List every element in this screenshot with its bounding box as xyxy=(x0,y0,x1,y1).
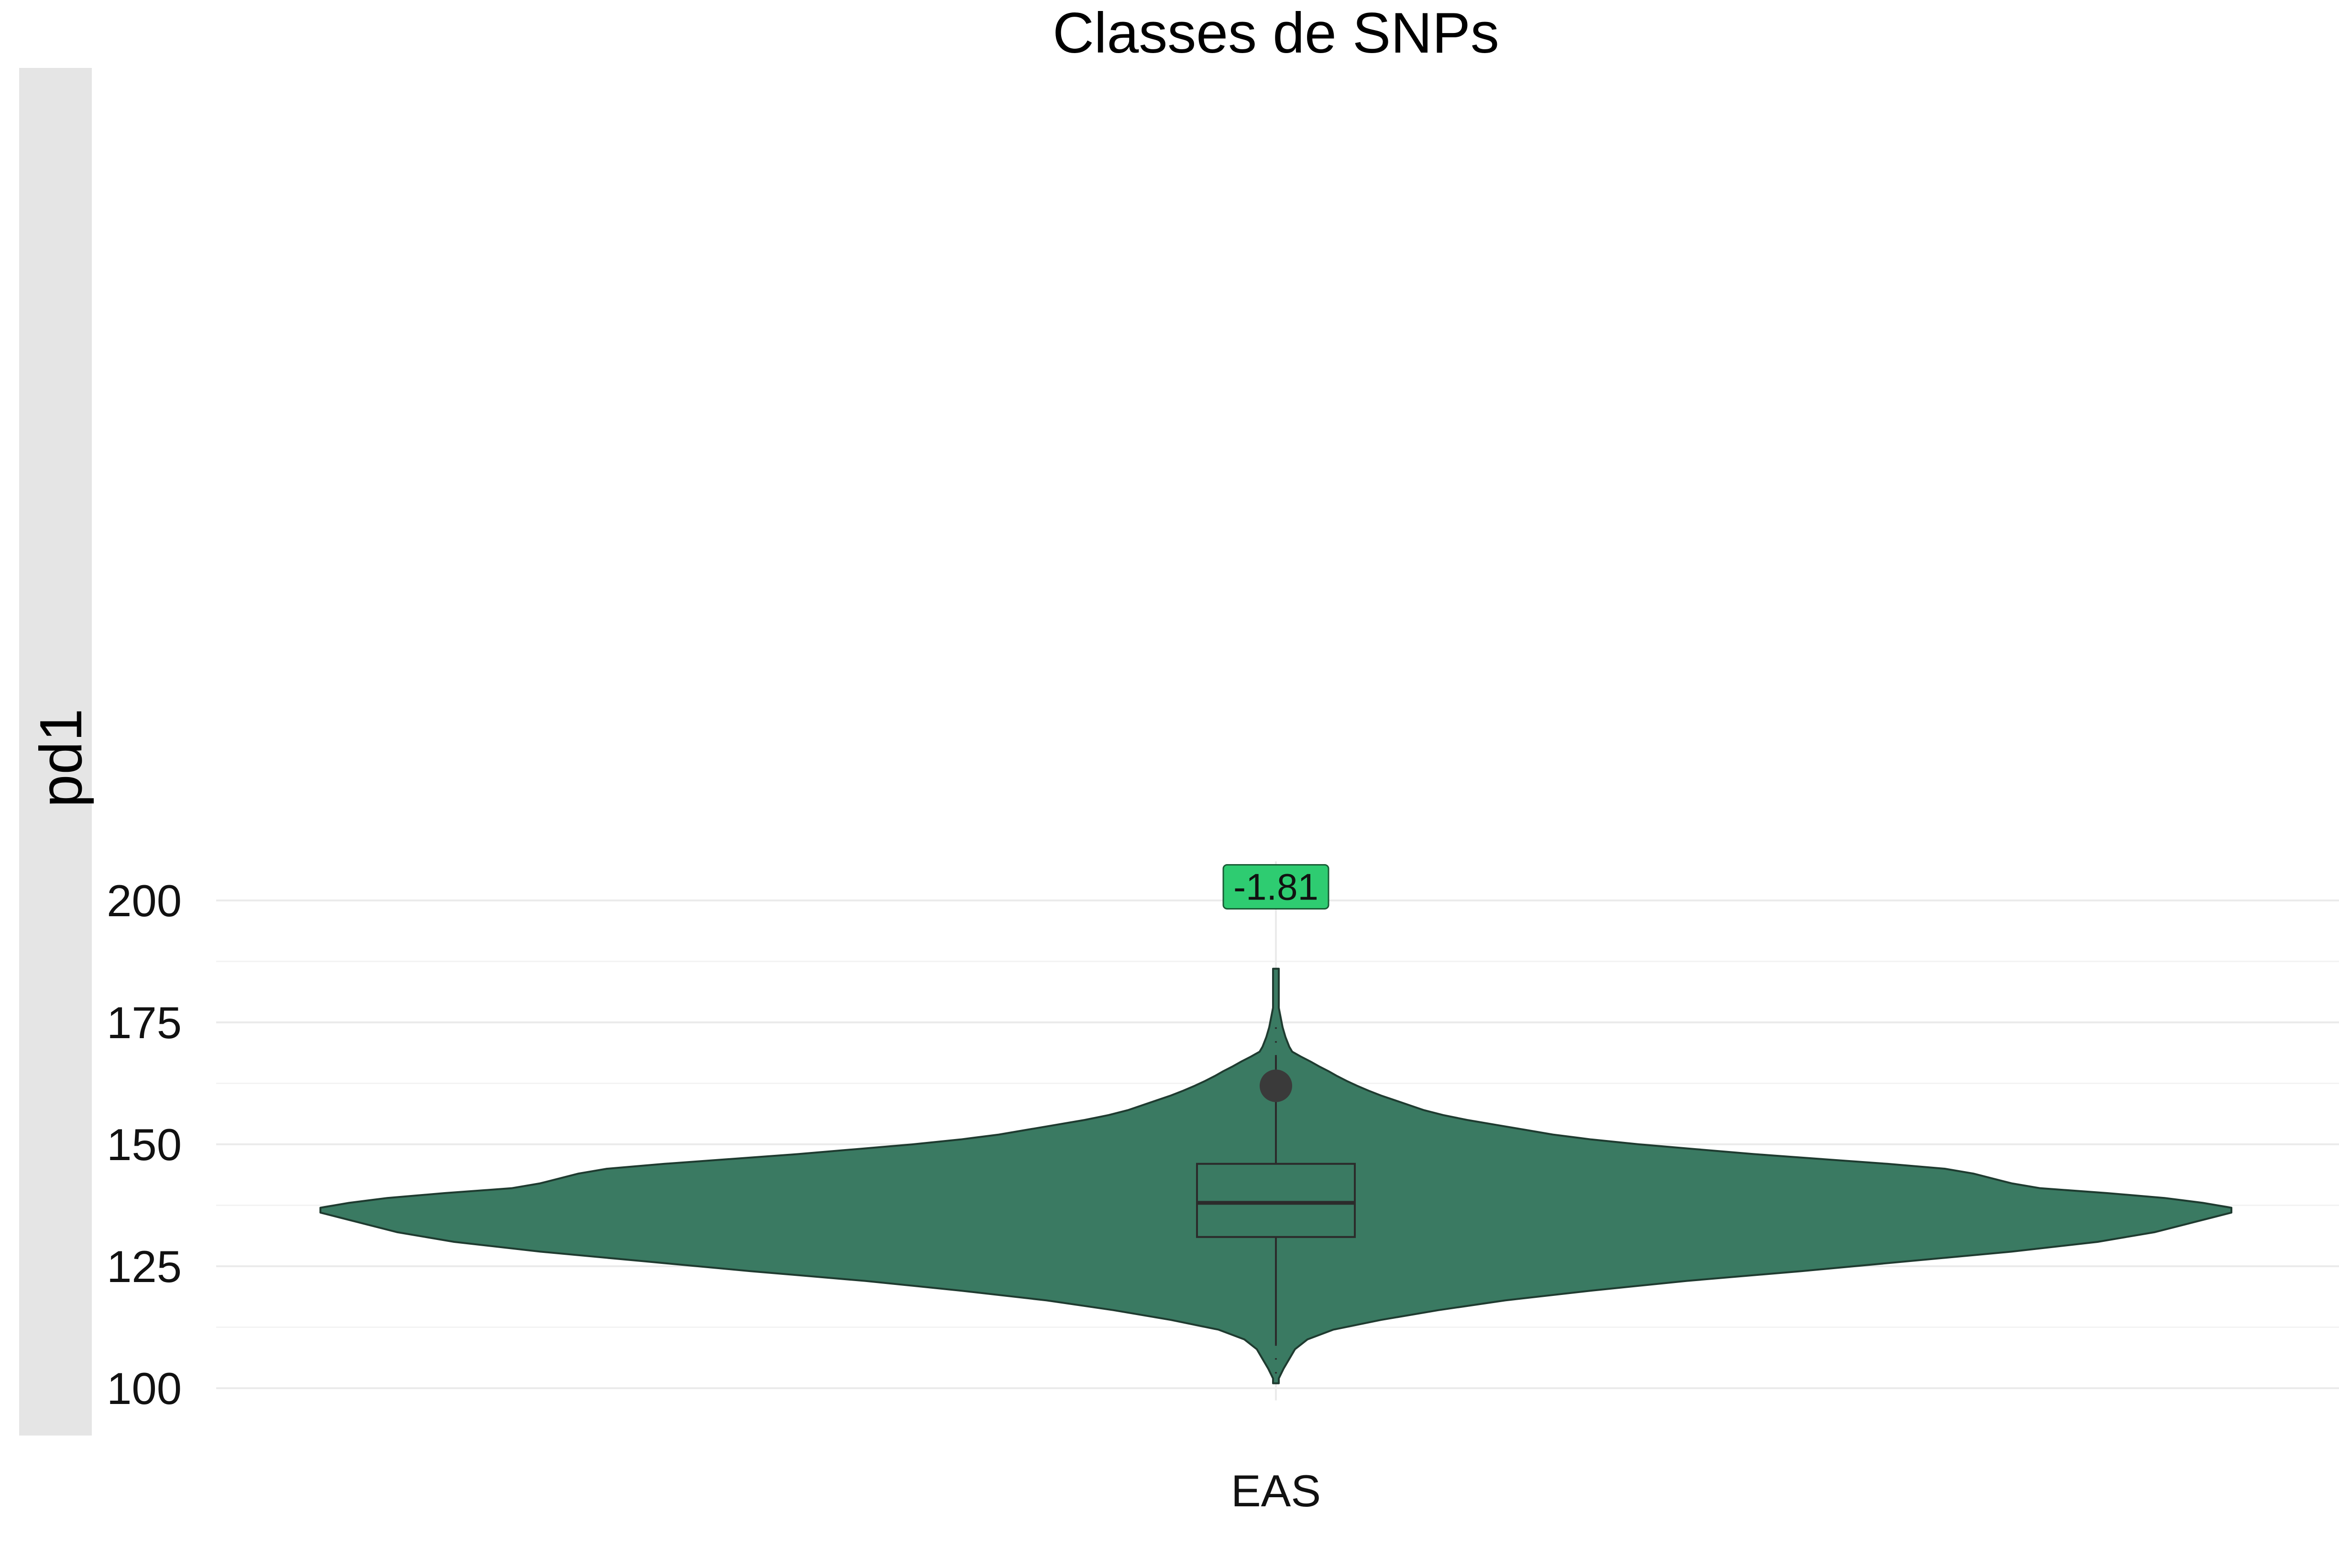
y-axis-ticks: 100 125 150 175 200 xyxy=(107,876,182,1414)
x-axis-ticks: EAS xyxy=(1231,1466,1321,1516)
y-axis-label: pd1 xyxy=(28,709,94,808)
mean-point xyxy=(1260,1069,1292,1102)
y-tick-label: 100 xyxy=(107,1363,182,1414)
annotation-label: -1.81 xyxy=(1233,866,1318,908)
violin-shape xyxy=(319,967,2232,1384)
y-tick-label: 125 xyxy=(107,1241,182,1292)
y-tick-label: 200 xyxy=(107,876,182,926)
chart-title: Classes de SNPs xyxy=(1053,1,1499,65)
x-tick-label: EAS xyxy=(1231,1466,1321,1516)
annotation-layer: -1.81 xyxy=(1222,864,1329,910)
boxplot-layer xyxy=(1196,1027,1356,1381)
y-tick-label: 175 xyxy=(107,998,182,1048)
y-tick-label: 150 xyxy=(107,1119,182,1170)
annotation-badge xyxy=(1222,864,1329,910)
violin-layer xyxy=(319,967,2232,1384)
iqr-box xyxy=(1196,1162,1356,1238)
ylabel-strip xyxy=(19,68,92,1436)
